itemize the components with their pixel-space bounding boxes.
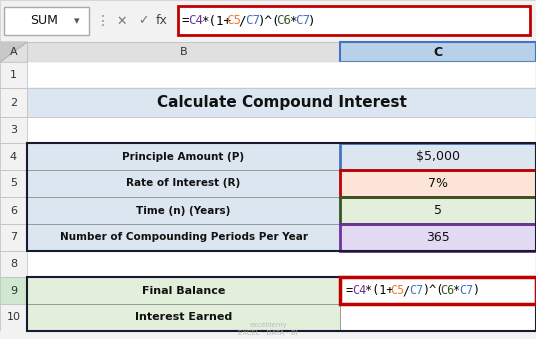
Bar: [0, 0, 536, 42]
Bar: [340, 197, 536, 224]
Text: )^(: )^(: [258, 15, 280, 27]
Text: =: =: [182, 15, 190, 27]
Text: 5: 5: [434, 204, 442, 217]
Text: ✓: ✓: [138, 15, 148, 27]
Bar: [0, 304, 27, 331]
Text: 6: 6: [10, 205, 17, 216]
Bar: [0, 117, 536, 143]
Text: C4: C4: [352, 284, 367, 297]
Bar: [0, 170, 27, 197]
Text: *(1+: *(1+: [201, 15, 231, 27]
Bar: [27, 277, 340, 304]
Text: Interest Earned: Interest Earned: [135, 313, 232, 322]
Bar: [0, 224, 27, 251]
Text: fx: fx: [156, 15, 168, 27]
Bar: [340, 224, 536, 251]
Text: C6: C6: [441, 284, 455, 297]
Text: )^(: )^(: [422, 284, 443, 297]
Bar: [0, 143, 27, 170]
Bar: [27, 170, 340, 197]
Bar: [340, 42, 536, 62]
Bar: [340, 143, 536, 170]
Text: ): ): [472, 284, 479, 297]
Text: 5: 5: [10, 179, 17, 188]
Text: C7: C7: [295, 15, 310, 27]
Bar: [340, 277, 536, 304]
Text: Number of Compounding Periods Per Year: Number of Compounding Periods Per Year: [59, 233, 308, 242]
Text: 1: 1: [10, 70, 17, 80]
Text: 4: 4: [10, 152, 17, 161]
Text: ✕: ✕: [117, 15, 127, 27]
Bar: [27, 224, 340, 251]
Text: Calculate Compound Interest: Calculate Compound Interest: [157, 95, 406, 110]
Bar: [0, 197, 27, 224]
Bar: [27, 277, 536, 331]
Text: ▾: ▾: [74, 16, 80, 26]
Text: C5: C5: [226, 15, 241, 27]
Bar: [0, 251, 536, 277]
Bar: [0, 277, 27, 304]
Text: 7: 7: [10, 233, 17, 242]
Text: C: C: [434, 45, 443, 59]
Text: C6: C6: [277, 15, 292, 27]
Polygon shape: [0, 42, 27, 62]
Bar: [340, 170, 536, 197]
Bar: [27, 197, 340, 224]
Text: =: =: [346, 284, 353, 297]
Bar: [27, 143, 536, 251]
Text: Time (n) (Years): Time (n) (Years): [136, 205, 230, 216]
Text: 10: 10: [6, 313, 20, 322]
Text: SUM: SUM: [30, 15, 58, 27]
Text: 8: 8: [10, 259, 17, 269]
Bar: [27, 304, 340, 331]
Text: $5,000: $5,000: [416, 150, 460, 163]
Text: C4: C4: [188, 15, 203, 27]
Text: ): ): [308, 15, 316, 27]
Text: 3: 3: [10, 125, 17, 135]
Text: /: /: [403, 284, 410, 297]
Bar: [0, 251, 27, 277]
Bar: [178, 6, 530, 35]
Bar: [27, 143, 340, 170]
Text: Rate of Interest (R): Rate of Interest (R): [126, 179, 241, 188]
Text: ⋮: ⋮: [96, 14, 110, 28]
Bar: [0, 62, 27, 88]
Text: C7: C7: [459, 284, 474, 297]
Bar: [340, 197, 536, 224]
Text: C7: C7: [409, 284, 423, 297]
Bar: [0, 88, 27, 117]
Text: 2: 2: [10, 98, 17, 107]
Text: 7%: 7%: [428, 177, 448, 190]
Text: exceldemy
EXCEL · DATA · BI: exceldemy EXCEL · DATA · BI: [238, 322, 298, 336]
Bar: [4, 7, 89, 35]
Bar: [340, 304, 536, 331]
Bar: [27, 42, 340, 62]
Text: B: B: [180, 47, 187, 57]
Bar: [0, 331, 536, 339]
Text: Final Balance: Final Balance: [142, 285, 225, 296]
Bar: [0, 117, 27, 143]
Text: *(1+: *(1+: [365, 284, 393, 297]
Text: C7: C7: [245, 15, 260, 27]
Bar: [340, 224, 536, 251]
Text: C5: C5: [390, 284, 404, 297]
Text: 365: 365: [426, 231, 450, 244]
Bar: [0, 62, 536, 88]
Text: A: A: [10, 47, 17, 57]
Bar: [340, 277, 536, 304]
Text: 9: 9: [10, 285, 17, 296]
Text: *: *: [453, 284, 460, 297]
Text: /: /: [239, 15, 246, 27]
Bar: [340, 170, 536, 197]
Bar: [27, 88, 536, 117]
Bar: [340, 143, 536, 170]
Text: *: *: [289, 15, 296, 27]
Bar: [0, 42, 27, 62]
Text: Principle Amount (P): Principle Amount (P): [122, 152, 244, 161]
